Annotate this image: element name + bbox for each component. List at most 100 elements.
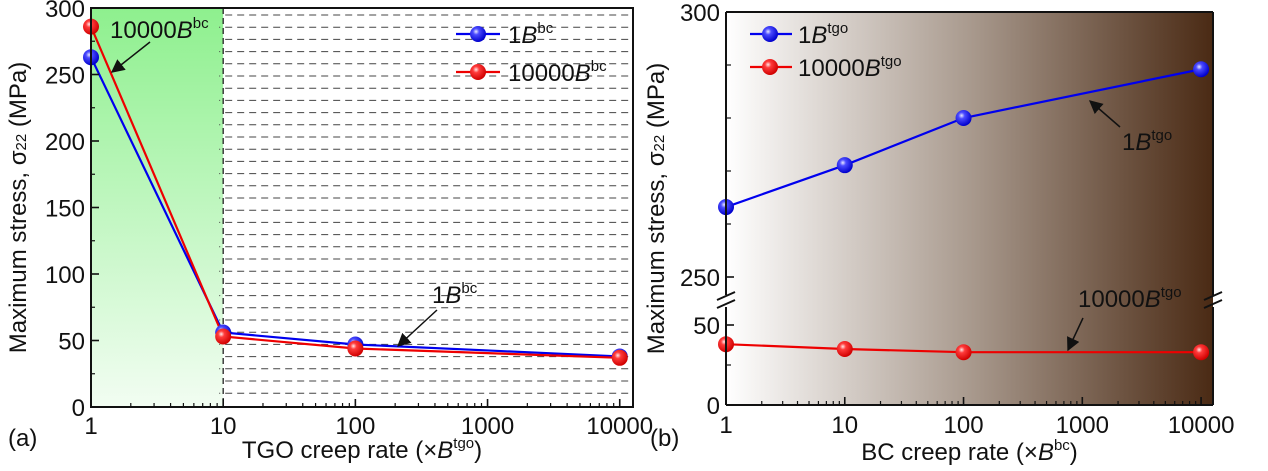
data-point-blue [836, 157, 853, 174]
x-title-prefix: TGO creep rate (× [242, 437, 437, 464]
gradient-background [726, 12, 1213, 405]
label-symbol: B [865, 55, 881, 82]
label-symbol: B [811, 22, 827, 49]
y-tick-label: 100 [45, 262, 85, 289]
x-tick-label: 1000 [1056, 412, 1109, 439]
y-title-sub: 22 [651, 135, 668, 152]
x-axis-title-b: BC creep rate (×Bbc) [861, 437, 1078, 466]
y-tick-label: 50 [58, 329, 85, 356]
y-title-sub: 22 [13, 134, 30, 151]
label-number: 10000 [798, 55, 865, 82]
label-number: 1 [798, 22, 811, 49]
data-point-red [611, 349, 628, 366]
x-axis-title-a: TGO creep rate (×Btgo) [242, 435, 482, 464]
label-symbol: B [1135, 129, 1151, 156]
label-symbol: B [445, 282, 461, 309]
panel-label-b: (b) [650, 425, 679, 452]
data-point-red [836, 341, 853, 357]
axis-break-mark [1203, 291, 1223, 301]
x-tick-label: 1 [84, 413, 97, 440]
data-point-blue [955, 110, 972, 126]
axis-break-mark [716, 291, 736, 301]
data-point-red [1193, 344, 1210, 361]
series-line-blue [90, 56, 620, 358]
y-axis-title-b: Maximum stress, σ22 (MPa) [643, 63, 670, 355]
x-tick-label: 100 [944, 412, 984, 439]
label-number: 1 [508, 22, 521, 49]
x-title-suffix: ) [1070, 439, 1078, 466]
data-point-blue [1193, 61, 1210, 78]
label-superscript: tgo [1161, 284, 1182, 301]
y-title-text: Maximum stress, σ [5, 150, 32, 353]
y-axis-title-a: Maximum stress, σ22 (MPa) [5, 62, 32, 354]
y-tick-label: 0 [72, 395, 85, 422]
legend-label: 10000Btgo [798, 53, 902, 82]
annotation-1bc: 1Bbc [432, 280, 478, 309]
series-line-red [725, 343, 1202, 354]
label-superscript: bc [591, 58, 607, 75]
series-line-red [89, 26, 620, 359]
y-tick-label: 0 [707, 393, 720, 420]
label-number: 10000 [1078, 286, 1145, 313]
label-number: 10000 [110, 17, 177, 44]
x-tick-label: 10000 [586, 413, 653, 440]
annotation-arrow [397, 309, 438, 347]
y-tick-label: 300 [680, 0, 720, 27]
x-title-symbol: B [437, 437, 453, 464]
green-shaded-region [91, 8, 224, 407]
axis-break-mark [1203, 299, 1223, 309]
annotation-arrow [1088, 100, 1121, 128]
legend-label: 1Btgo [798, 20, 848, 49]
y-tick-label: 250 [680, 265, 720, 292]
label-symbol: B [521, 22, 537, 49]
annotation-10000tgo: 10000Btgo [1078, 284, 1182, 313]
label-symbol: B [177, 17, 193, 44]
x-tick-label: 1000 [461, 413, 514, 440]
label-number: 1 [1122, 129, 1135, 156]
y-title-text: Maximum stress, σ [643, 151, 670, 354]
legend-label: 10000Bbc [508, 58, 607, 87]
label-superscript: tgo [881, 53, 902, 70]
x-tick-label: 10 [210, 413, 237, 440]
label-superscript: tgo [1151, 127, 1172, 144]
y-tick-label: 50 [693, 313, 720, 340]
series-line-blue [725, 68, 1202, 209]
data-point-red [215, 328, 232, 345]
x-tick-label: 10 [831, 412, 858, 439]
data-point-red [347, 340, 364, 357]
y-tick-label: 200 [45, 129, 85, 156]
label-superscript: bc [193, 15, 209, 32]
annotation-arrow [110, 41, 151, 73]
x-tick-label: 1 [719, 412, 732, 439]
y-tick-label: 300 [45, 0, 85, 23]
label-superscript: tgo [827, 20, 848, 37]
label-superscript: bc [537, 20, 553, 37]
x-tick-label: 10000 [1168, 412, 1235, 439]
y-title-suffix: (MPa) [643, 63, 670, 135]
x-title-sup: bc [1054, 437, 1070, 454]
x-title-sup: tgo [453, 435, 474, 452]
annotation-arrow [1067, 317, 1084, 352]
annotation-10000bc: 10000Bbc [110, 15, 209, 44]
label-superscript: bc [461, 280, 477, 297]
x-title-prefix: BC creep rate (× [861, 439, 1038, 466]
axis-break-mark [716, 299, 736, 309]
y-title-suffix: (MPa) [5, 62, 32, 134]
hatched-region [219, 14, 633, 394]
y-tick-label: 250 [45, 63, 85, 90]
x-tick-label: 100 [335, 413, 375, 440]
label-number: 10000 [508, 60, 575, 87]
x-title-suffix: ) [474, 437, 482, 464]
y-tick-label: 150 [45, 196, 85, 223]
legend-marker [762, 26, 778, 42]
label-number: 1 [432, 282, 445, 309]
legend-label: 1Bbc [508, 20, 554, 49]
label-symbol: B [575, 60, 591, 87]
annotation-1tgo: 1Btgo [1122, 127, 1172, 156]
x-title-symbol: B [1038, 439, 1054, 466]
